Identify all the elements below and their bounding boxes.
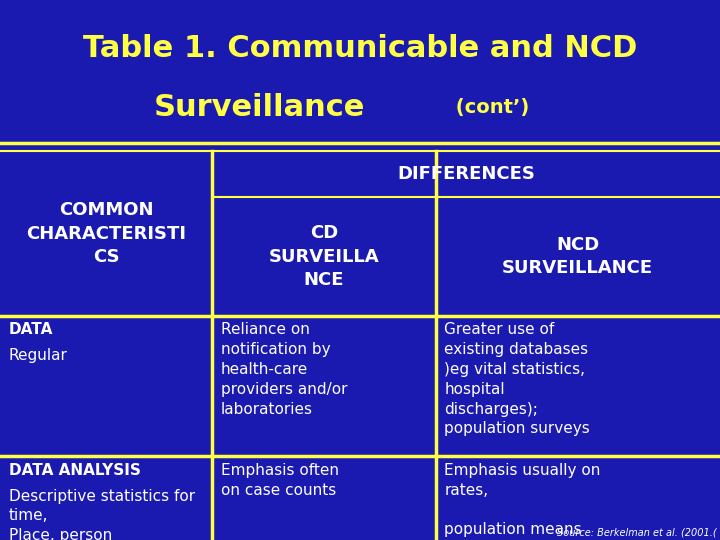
Text: Source: Berkelman et al. (2001.(: Source: Berkelman et al. (2001.( (557, 527, 716, 537)
Text: Regular: Regular (9, 348, 68, 363)
Text: Reliance on
notification by
health-care
providers and/or
laboratories: Reliance on notification by health-care … (221, 322, 348, 416)
Text: CD
SURVEILLA
NCE: CD SURVEILLA NCE (269, 224, 379, 289)
Text: DIFFERENCES: DIFFERENCES (397, 165, 535, 183)
Text: Emphasis usually on
rates,: Emphasis usually on rates, (444, 463, 600, 497)
Text: Greater use of
existing databases
)eg vital statistics,
hospital
discharges);
po: Greater use of existing databases )eg vi… (444, 322, 590, 436)
Text: Emphasis often
on case counts: Emphasis often on case counts (221, 463, 339, 497)
Text: Descriptive statistics for
time,
Place, person: Descriptive statistics for time, Place, … (9, 489, 195, 540)
Text: DATA: DATA (9, 322, 53, 338)
Text: (cont’): (cont’) (449, 98, 530, 118)
Text: Surveillance: Surveillance (153, 93, 365, 123)
Text: COMMON
CHARACTERISTI
CS: COMMON CHARACTERISTI CS (26, 201, 186, 266)
Text: DATA ANALYSIS: DATA ANALYSIS (9, 463, 140, 478)
Text: Table 1. Communicable and NCD: Table 1. Communicable and NCD (83, 34, 637, 63)
Text: NCD
SURVEILLANCE: NCD SURVEILLANCE (503, 235, 653, 278)
Text: population means: population means (444, 522, 582, 537)
